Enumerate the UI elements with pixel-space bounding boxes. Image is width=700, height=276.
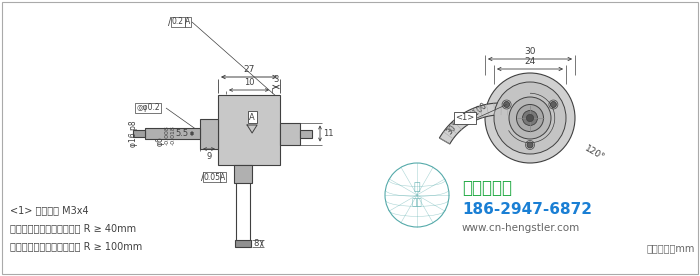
Bar [300, 129, 312, 137]
Text: <1>: <1> [456, 113, 475, 123]
Text: 德: 德 [414, 182, 420, 192]
Text: 尺寸单位：mm: 尺寸单位：mm [647, 243, 695, 253]
Text: 西安德伍拓: 西安德伍拓 [462, 179, 512, 197]
Text: 11: 11 [323, 129, 333, 138]
Text: 120°: 120° [527, 91, 549, 100]
Text: ø5.5: ø5.5 [528, 123, 545, 132]
Text: 10: 10 [244, 78, 254, 87]
Text: A: A [249, 113, 255, 121]
Text: A: A [186, 17, 190, 26]
Text: 固定安装时，电缆弯曲半径 R ≥ 40mm: 固定安装时，电缆弯曲半径 R ≥ 40mm [10, 223, 136, 233]
Text: <1> 安装螺纹 M3x4: <1> 安装螺纹 M3x4 [10, 205, 89, 215]
Circle shape [503, 102, 510, 107]
Text: R100: R100 [468, 101, 489, 121]
Circle shape [509, 97, 551, 139]
Bar [234, 240, 251, 247]
Bar [145, 128, 200, 139]
Text: 8: 8 [254, 240, 259, 248]
Text: /: / [202, 172, 204, 182]
Bar [133, 130, 145, 137]
Text: φ16 p8: φ16 p8 [129, 120, 137, 147]
Text: A: A [220, 172, 225, 182]
Text: 0.05: 0.05 [204, 172, 220, 182]
Text: 5.5: 5.5 [176, 129, 189, 138]
Text: ◎φ0.2: ◎φ0.2 [136, 104, 160, 113]
Circle shape [527, 142, 533, 148]
Circle shape [485, 73, 575, 163]
Circle shape [526, 114, 533, 122]
Circle shape [494, 82, 566, 154]
Text: 27: 27 [244, 65, 255, 74]
Circle shape [550, 102, 556, 107]
Bar [234, 165, 252, 183]
Circle shape [517, 105, 543, 131]
Bar [218, 95, 280, 165]
Text: 30°: 30° [445, 120, 461, 136]
Text: /: / [169, 17, 172, 27]
Text: www.cn-hengstler.com: www.cn-hengstler.com [462, 223, 580, 233]
Text: 9: 9 [206, 152, 211, 161]
Polygon shape [440, 103, 535, 144]
Bar [280, 123, 300, 145]
Text: 0.2: 0.2 [172, 17, 184, 26]
Text: 3: 3 [273, 75, 279, 84]
Text: 弹性安装时，电缆弯曲半径 R ≥ 100mm: 弹性安装时，电缆弯曲半径 R ≥ 100mm [10, 241, 142, 251]
Text: -0.008
-0.018: -0.008 -0.018 [164, 126, 176, 145]
Text: 120°: 120° [583, 144, 606, 162]
Text: φ6: φ6 [155, 137, 164, 147]
Text: 30: 30 [524, 47, 536, 56]
Circle shape [522, 110, 538, 126]
Text: 伍拓: 伍拓 [412, 198, 422, 208]
Bar [200, 118, 218, 148]
Text: 186-2947-6872: 186-2947-6872 [462, 203, 592, 217]
Text: 24: 24 [524, 57, 536, 66]
